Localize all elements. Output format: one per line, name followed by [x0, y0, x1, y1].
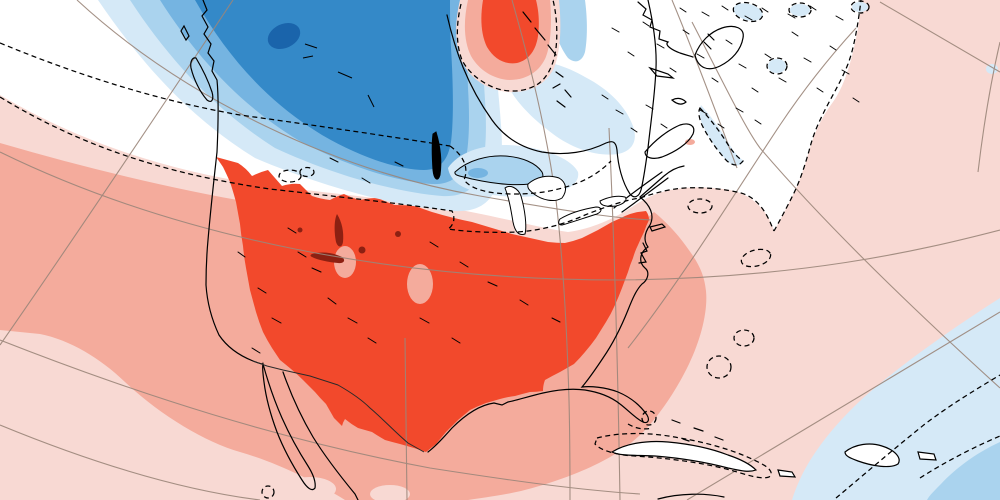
coastline-nova-scotia	[644, 123, 695, 159]
warm-spot-maritimes	[685, 139, 695, 145]
northern-lakes-marks	[302, 43, 375, 108]
contour-rim-plains-2	[299, 166, 315, 178]
contour-southeast-blue-1	[835, 374, 1000, 499]
warm-anomaly-extreme-spot-3	[358, 246, 366, 254]
rockies-river-squiggles	[237, 157, 561, 354]
coastline-yucatan	[657, 493, 725, 500]
cold-patch-labrador-2	[790, 4, 810, 16]
contour-gulf-st-lawrence	[698, 106, 744, 166]
warm-anomaly-extreme-spot-1	[334, 214, 344, 247]
island-layer	[610, 440, 937, 478]
island-puerto-rico	[917, 451, 937, 461]
coastline-labrador	[637, 1, 694, 58]
contour-rim-labrador-4	[850, 0, 870, 14]
coastline-baja-california	[261, 361, 316, 491]
coastline-long-island	[649, 223, 667, 232]
coastline-vancouver-island	[190, 57, 214, 103]
graticule-meridian-8	[691, 21, 1000, 389]
coastline-mexico-mainland	[282, 371, 359, 500]
coastline-belcher-islands	[552, 71, 572, 108]
lakes-layer	[302, 43, 627, 235]
coastline-pei	[670, 97, 687, 105]
cold-patch-labrador-1	[733, 3, 763, 21]
graticule-meridian-9	[977, 41, 1000, 173]
coastline-bahamas	[671, 419, 724, 442]
lake-ontario	[599, 195, 627, 207]
warm-anomaly-extreme-spot-5	[395, 231, 401, 237]
graticule-parallel-4	[686, 311, 1000, 500]
cold-anomaly-core-spot	[267, 22, 301, 50]
contour-warm-boundary-main	[0, 96, 775, 233]
cold-anomaly-band-4	[195, 0, 453, 170]
us-mexico-border	[252, 360, 425, 453]
contour-oval-atlantic-4	[706, 355, 732, 379]
contour-cuba-loop	[594, 432, 772, 479]
graticule-meridian-7	[879, 1, 1000, 73]
contour-warm-boundary-northeast	[773, 0, 862, 232]
contour-florida-keys	[627, 423, 653, 430]
coastline-chesapeake-detail	[638, 242, 648, 264]
warm-core-cool-spot-1	[334, 246, 356, 278]
island-cuba	[610, 440, 758, 472]
coastline-pacific	[201, 0, 264, 365]
coastline-layer	[180, 0, 744, 500]
quebec-labrador-lake-squiggles	[601, 5, 860, 133]
lake-superior-cold-core	[468, 168, 488, 178]
contour-oval-atlantic-3	[733, 329, 755, 347]
graticule-meridian-1	[0, 0, 234, 346]
graticule-parallel-3	[0, 339, 641, 495]
lake-erie	[558, 206, 602, 226]
coastline-newfoundland	[694, 25, 744, 70]
coastline-hudson-bay	[446, 0, 657, 198]
pale-spot-mexico-coast	[244, 462, 268, 478]
contour-oval-atlantic-1	[687, 198, 713, 214]
island-hispaniola	[844, 443, 900, 468]
contour-cold-boundary-lakes	[449, 145, 612, 195]
graticule-meridian-3	[671, 0, 738, 169]
contour-oval-atlantic-2	[740, 248, 772, 268]
warm-core-cool-spot-2	[407, 264, 433, 304]
contour-rim-labrador-3	[788, 2, 812, 18]
graticule-parallel-2	[0, 151, 1000, 281]
lake-michigan	[504, 185, 527, 235]
border-layer	[252, 360, 425, 453]
graticule-parallel-5	[0, 424, 261, 500]
cold-region-southeast-atlantic	[792, 298, 1000, 500]
warm-anomaly-strong-region	[216, 157, 649, 452]
graticule-meridian-2	[511, 0, 571, 500]
cold-region-southeast-corner	[927, 442, 1000, 500]
island-jamaica	[777, 469, 797, 478]
graticule-meridian-5	[404, 337, 408, 500]
contour-warm-blob-outline	[456, 0, 558, 92]
cold-patch-labrador-3	[768, 59, 786, 73]
coastline-maine	[639, 165, 685, 198]
coastline-anticosti	[648, 66, 676, 79]
contour-rim-labrador-2	[766, 57, 788, 75]
coastline-haida-gwaii	[180, 24, 190, 42]
lake-huron	[527, 175, 567, 202]
contour-southeast-blue-2	[919, 435, 1000, 479]
warm-anomaly-extreme-spot-2	[310, 252, 345, 264]
contour-cold-boundary-west	[0, 42, 451, 147]
graticule-meridian-4	[627, 27, 857, 349]
warm-anomaly-extreme-spot-4	[297, 227, 303, 233]
contour-rim-plains-1	[278, 169, 302, 183]
contour-small-bottom-left	[261, 485, 275, 499]
lake-squiggle-layer	[237, 5, 860, 354]
pale-spot-bottom-2	[370, 485, 410, 500]
contour-florida-tip	[641, 410, 657, 426]
